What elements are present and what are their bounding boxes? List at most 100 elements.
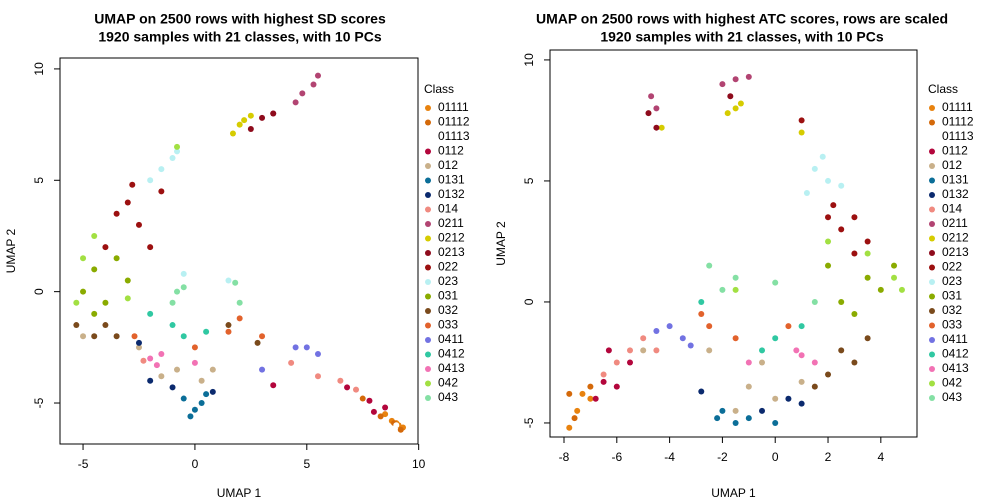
- point: [169, 299, 176, 306]
- point: [131, 333, 138, 340]
- legend-marker: [425, 105, 431, 111]
- legend-marker: [425, 177, 431, 184]
- point: [147, 177, 154, 184]
- legend-label: 033: [438, 318, 458, 332]
- point: [344, 384, 351, 391]
- point: [851, 359, 858, 366]
- point: [80, 333, 87, 340]
- point: [180, 395, 187, 402]
- legend-marker: [425, 192, 431, 198]
- legend-label: 0412: [942, 347, 969, 361]
- point: [825, 238, 832, 245]
- point: [566, 424, 573, 431]
- legend-marker: [929, 206, 935, 213]
- point: [627, 347, 634, 354]
- point: [759, 407, 766, 414]
- legend-marker: [425, 366, 431, 372]
- point: [191, 344, 198, 351]
- y-tick-label: 5: [522, 177, 536, 184]
- x-tick-label: 10: [412, 457, 426, 471]
- point: [785, 323, 792, 330]
- legend-marker: [425, 264, 431, 271]
- point: [288, 359, 295, 366]
- point: [147, 355, 154, 362]
- legend-marker: [425, 279, 431, 285]
- point: [574, 407, 581, 414]
- point: [259, 114, 266, 121]
- point: [732, 105, 739, 112]
- point: [627, 359, 634, 366]
- point: [838, 298, 845, 305]
- point: [353, 386, 360, 393]
- legend-label: 0413: [438, 361, 465, 375]
- point: [864, 238, 871, 245]
- legend-label: 0211: [438, 216, 464, 230]
- point: [587, 395, 594, 402]
- legend-label: 014: [942, 202, 962, 216]
- point: [732, 335, 739, 342]
- point: [174, 288, 181, 295]
- legend-marker: [425, 235, 431, 242]
- point: [236, 299, 243, 306]
- legend-title: Class: [928, 82, 958, 96]
- chart-subtitle: 1920 samples with 21 classes, with 10 PC…: [98, 29, 381, 45]
- point: [645, 110, 652, 117]
- point: [382, 411, 389, 418]
- point: [314, 72, 321, 79]
- point: [124, 199, 131, 206]
- point: [158, 351, 165, 358]
- point: [124, 295, 131, 302]
- legend-label: 012: [942, 158, 962, 172]
- point: [719, 407, 726, 414]
- point: [793, 347, 800, 354]
- point: [811, 165, 818, 172]
- point: [798, 323, 805, 330]
- point: [648, 93, 655, 100]
- legend-label: 023: [942, 274, 962, 288]
- legend-marker: [929, 177, 935, 184]
- point: [745, 415, 752, 422]
- legend-label: 01113: [942, 129, 974, 143]
- point: [851, 214, 858, 221]
- point: [377, 413, 384, 420]
- point: [653, 105, 660, 112]
- legend-label: 0132: [942, 187, 969, 201]
- x-axis-label: UMAP 1: [217, 486, 262, 500]
- legend-marker: [425, 380, 431, 387]
- point: [91, 310, 98, 317]
- point: [225, 277, 232, 284]
- point: [811, 383, 818, 390]
- point: [129, 181, 136, 188]
- point: [91, 333, 98, 340]
- legend-marker: [929, 192, 935, 198]
- point: [745, 73, 752, 80]
- point: [772, 335, 779, 342]
- point: [898, 286, 905, 293]
- point: [370, 408, 377, 415]
- legend-label: 0212: [438, 231, 465, 245]
- legend-label: 012: [438, 158, 458, 172]
- legend-marker: [929, 235, 935, 242]
- point: [658, 124, 665, 131]
- point: [337, 377, 344, 384]
- point: [772, 395, 779, 402]
- legend-marker: [929, 322, 935, 329]
- legend-label: 0412: [438, 347, 465, 361]
- point: [174, 148, 181, 155]
- point: [314, 373, 321, 380]
- legend-label: 032: [438, 303, 458, 317]
- point: [229, 130, 236, 137]
- legend-marker: [425, 119, 431, 126]
- x-tick-label: 0: [192, 457, 199, 471]
- legend-label: 01112: [942, 115, 974, 129]
- point: [158, 373, 165, 380]
- point: [745, 383, 752, 390]
- point: [600, 371, 607, 378]
- point: [798, 400, 805, 407]
- point: [169, 322, 176, 329]
- point: [698, 388, 705, 395]
- point: [393, 422, 400, 429]
- point: [303, 344, 310, 351]
- y-tick-label: 0: [522, 298, 536, 305]
- point: [187, 413, 194, 420]
